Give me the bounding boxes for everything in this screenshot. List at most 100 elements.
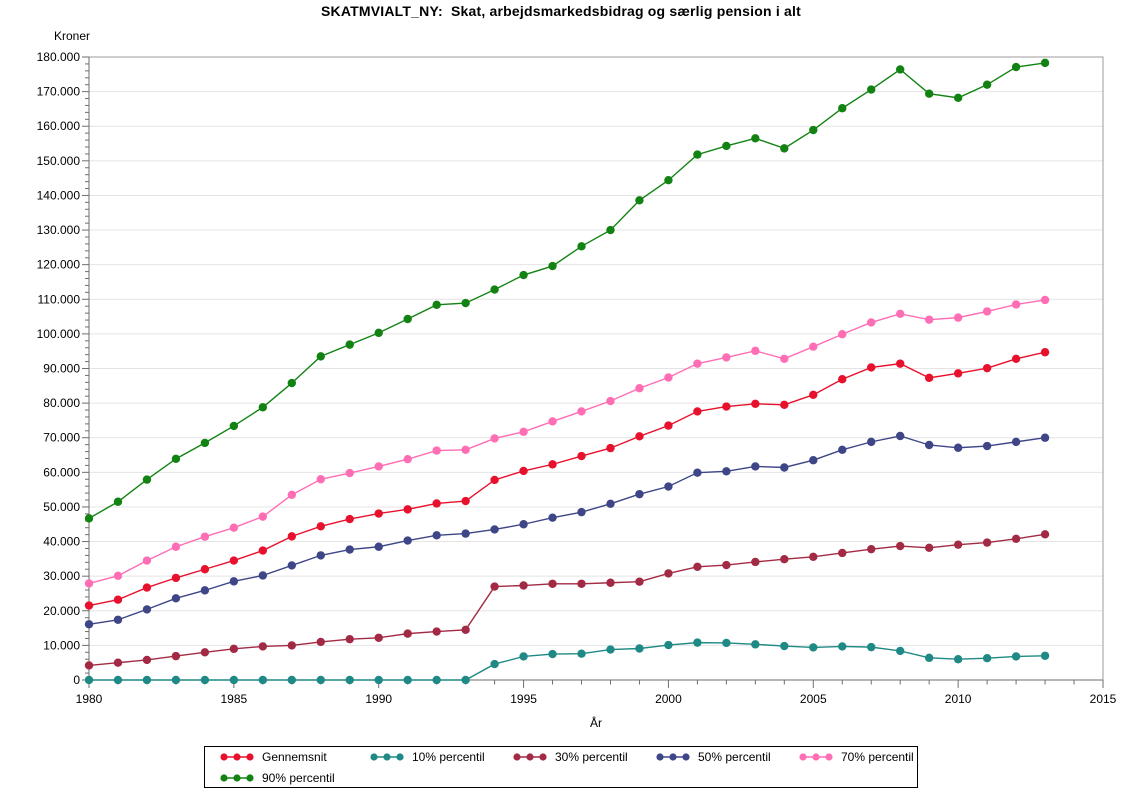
data-point [924,89,934,98]
data-point [171,542,181,551]
data-point [142,556,152,565]
y-tick-label: 160.000 [37,119,81,133]
data-point [287,490,296,500]
data-point [780,641,789,651]
x-tick-label: 1990 [365,692,392,706]
data-point [519,427,528,437]
data-point [867,363,876,372]
data-point [722,638,731,648]
data-point [84,579,94,588]
data-point [1011,652,1021,661]
data-point [142,605,152,614]
legend-item-10-percentil: 10% percentil [369,747,512,767]
data-point [838,330,847,339]
data-point [316,637,325,647]
data-point [287,675,296,685]
x-axis-title: År [590,716,602,730]
data-point [635,384,644,393]
data-point [374,542,383,551]
data-point [809,125,818,135]
data-point [635,489,644,499]
data-point [722,141,731,151]
data-point [982,307,992,316]
data-point [374,675,383,685]
y-axis-title: Kroner [53,29,90,43]
data-point [838,375,847,384]
data-point [664,482,673,491]
data-point [432,675,441,685]
data-point [287,641,296,650]
data-point [1040,433,1050,442]
data-point [635,432,644,441]
data-point [924,315,934,324]
data-point [809,342,818,351]
data-point [345,468,354,478]
legend-line-marker-icon [656,752,690,761]
y-tick-label: 10.000 [43,638,80,652]
data-point [142,583,152,592]
data-point [142,475,152,484]
data-point [982,653,992,663]
data-point [171,573,181,583]
data-point [548,579,557,588]
series-gennemsnit [84,348,1050,610]
x-tick-label: 2015 [1090,692,1117,706]
data-point [316,475,325,484]
data-point [229,577,239,586]
series-50-percentil [84,431,1050,629]
data-point [84,601,94,610]
data-point [780,144,789,153]
data-point [896,541,905,551]
data-point [924,653,934,663]
data-point [374,509,383,518]
data-point [751,134,760,143]
data-point [432,531,441,540]
data-point [577,242,586,251]
data-point [200,532,210,541]
gridlines [89,56,1103,646]
data-point [693,468,702,477]
data-point [403,536,412,545]
data-point [577,407,586,416]
legend-item-50-percentil: 50% percentil [655,747,798,767]
data-point [229,644,239,654]
data-point [982,538,992,547]
series-line [88,351,1046,607]
data-point [113,615,123,624]
data-point [1040,295,1050,305]
data-point [924,543,934,552]
data-point [171,651,181,661]
data-point [896,65,905,74]
legend-item-label: 70% percentil [841,749,914,764]
data-point [953,655,963,664]
y-tick-label: 120.000 [37,258,81,272]
data-point [490,525,499,534]
data-point [751,557,760,567]
data-point [461,445,470,455]
data-point [84,620,94,629]
data-point [838,642,847,651]
x-axis: 1980 1985 1990 1995 2000 2005 2010 2015 [76,679,1117,706]
data-point [519,581,528,590]
data-point [229,556,239,565]
data-point [200,586,210,595]
data-point [635,577,644,586]
data-point [606,225,615,235]
data-point [345,340,354,349]
data-point [519,652,528,661]
data-point [982,80,992,89]
data-point [751,462,760,471]
data-point [490,582,499,591]
x-tick-label: 1995 [510,692,537,706]
data-point [577,579,586,588]
data-point [432,446,441,455]
series-line [89,641,1046,681]
data-point [693,407,702,416]
legend-line-marker-icon [220,752,254,761]
data-point [809,643,818,652]
data-point [606,645,615,654]
data-point [664,176,673,185]
x-tick-label: 2010 [945,692,972,706]
legend-item-label: Gennemsnit [262,749,327,764]
data-point [1040,348,1050,357]
